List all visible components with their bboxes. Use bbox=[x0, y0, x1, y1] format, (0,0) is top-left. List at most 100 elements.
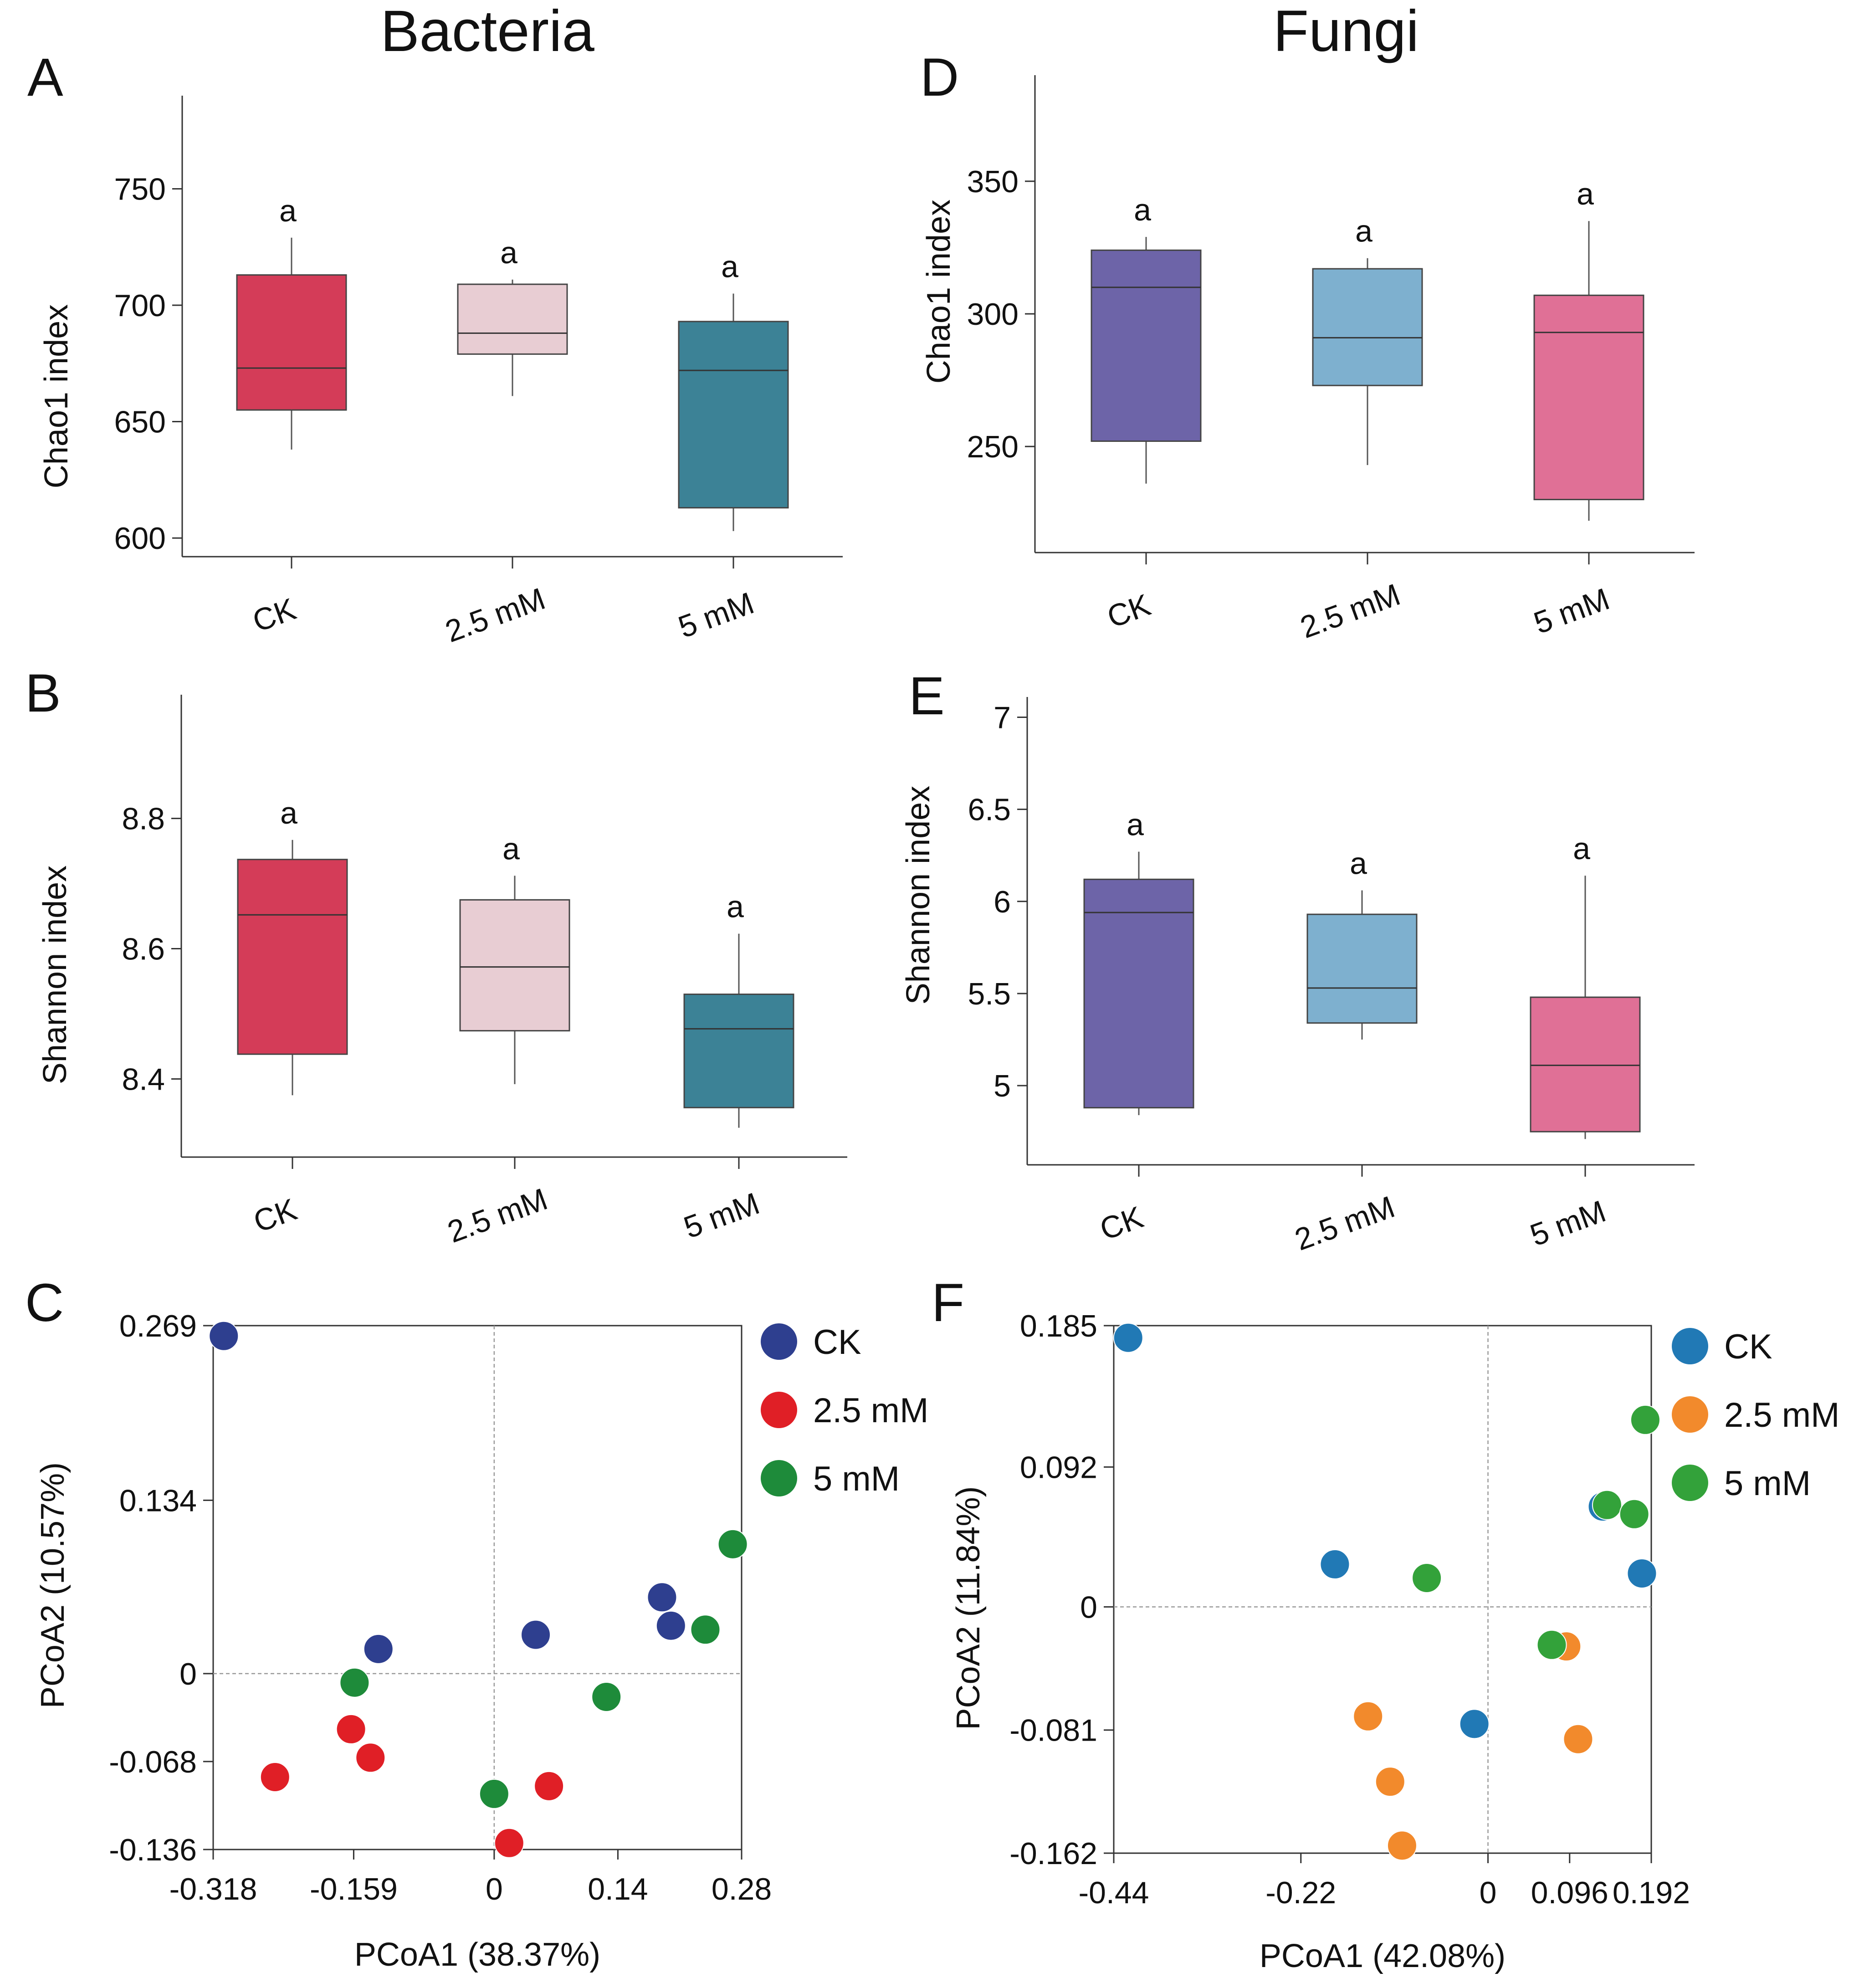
panel-letter: A bbox=[27, 47, 63, 108]
y-tick-label: 0 bbox=[179, 1657, 197, 1691]
legend-label: CK bbox=[1724, 1327, 1772, 1366]
x-tick-label: CK bbox=[249, 1192, 302, 1240]
y-tick-label: 0.092 bbox=[1020, 1450, 1097, 1485]
legend-label: 5 mM bbox=[813, 1460, 900, 1498]
legend-marker bbox=[1672, 1328, 1708, 1364]
fungi-column-title: Fungi bbox=[1273, 0, 1419, 64]
data-point bbox=[1619, 1499, 1649, 1529]
y-tick-label: 700 bbox=[114, 288, 166, 323]
x-tick-label: 5 mM bbox=[1526, 1194, 1610, 1253]
significance-letter: a bbox=[279, 194, 297, 228]
legend: CK 2.5 mM 5 mM bbox=[761, 1323, 928, 1498]
panel-f-pcoa-scatter: F -0.44 -0.22 0 0.096 0.192 -0.162 -0.081 0 0.092… bbox=[932, 1273, 1839, 1974]
x-axis-label: PCoA1 (38.37%) bbox=[354, 1937, 600, 1973]
y-tick-label: -0.136 bbox=[109, 1833, 197, 1867]
data-point bbox=[521, 1619, 551, 1650]
y-axis-label: Chao1 index bbox=[921, 200, 957, 384]
y-tick-label: 6.5 bbox=[968, 793, 1011, 827]
y-tick-label: -0.162 bbox=[1009, 1836, 1097, 1871]
panel-c-pcoa-scatter: C -0.318 -0.159 0 0.14 0.28 -0.136 -0.068 0 0.134… bbox=[25, 1273, 928, 1973]
data-point bbox=[1113, 1322, 1143, 1353]
x-tick-label: 0.28 bbox=[712, 1872, 772, 1906]
x-tick-label: CK bbox=[1103, 588, 1155, 635]
data-point bbox=[260, 1762, 290, 1792]
data-point bbox=[1592, 1490, 1622, 1520]
panel-letter: B bbox=[25, 663, 61, 723]
data-point bbox=[1563, 1724, 1593, 1754]
x-tick-label: 5 mM bbox=[674, 586, 758, 645]
x-tick-label: 2.5 mM bbox=[1291, 1189, 1399, 1257]
data-point bbox=[1412, 1563, 1442, 1593]
data-point bbox=[1353, 1701, 1383, 1732]
data-point bbox=[1375, 1767, 1405, 1797]
y-tick-label: 5.5 bbox=[968, 977, 1011, 1011]
data-point bbox=[690, 1614, 721, 1645]
x-tick-label: 0.14 bbox=[588, 1872, 648, 1906]
x-tick-label: 2.5 mM bbox=[443, 1182, 552, 1250]
x-tick-label: 5 mM bbox=[1529, 582, 1614, 641]
x-tick-label: 2.5 mM bbox=[1296, 577, 1405, 645]
y-tick-label: 0.185 bbox=[1020, 1309, 1097, 1343]
significance-letter: a bbox=[1355, 214, 1372, 249]
y-tick-label: -0.081 bbox=[1009, 1713, 1097, 1748]
y-axis-label: PCoA2 (10.57%) bbox=[35, 1462, 71, 1708]
data-point bbox=[336, 1714, 366, 1744]
box bbox=[683, 994, 794, 1108]
plot-frame bbox=[1113, 1325, 1652, 1854]
data-point bbox=[363, 1634, 394, 1664]
x-tick-label: -0.159 bbox=[310, 1872, 398, 1906]
data-point bbox=[1320, 1549, 1350, 1579]
significance-letter: a bbox=[1127, 808, 1144, 842]
significance-letter: a bbox=[500, 236, 517, 270]
significance-letter: a bbox=[1134, 193, 1151, 227]
legend-marker bbox=[1672, 1465, 1708, 1501]
legend-label: 2.5 mM bbox=[1724, 1396, 1839, 1435]
data-point bbox=[1627, 1558, 1657, 1588]
data-point bbox=[479, 1778, 509, 1809]
significance-letter: a bbox=[1577, 177, 1594, 211]
y-tick-label: 5 bbox=[994, 1069, 1011, 1103]
y-tick-label: 250 bbox=[967, 430, 1019, 464]
x-tick-label: 0 bbox=[1480, 1875, 1497, 1910]
panel-letter: C bbox=[25, 1273, 64, 1333]
box bbox=[678, 321, 789, 509]
data-point bbox=[656, 1610, 686, 1641]
significance-letter: a bbox=[502, 831, 520, 866]
plot-frame bbox=[212, 1325, 743, 1850]
data-point bbox=[1630, 1404, 1660, 1435]
y-tick-label: 650 bbox=[114, 405, 166, 440]
legend-label: CK bbox=[813, 1323, 861, 1362]
box bbox=[1306, 913, 1418, 1024]
box bbox=[1312, 268, 1423, 386]
y-tick-label: 750 bbox=[114, 172, 166, 206]
y-axis-label: Chao1 index bbox=[38, 304, 75, 488]
data-point bbox=[591, 1681, 622, 1712]
legend-marker bbox=[761, 1460, 797, 1496]
significance-letter: a bbox=[280, 796, 297, 830]
y-tick-label: 0.134 bbox=[119, 1483, 197, 1518]
box bbox=[459, 899, 570, 1032]
y-tick-label: 8.4 bbox=[122, 1062, 165, 1096]
data-point bbox=[534, 1771, 564, 1801]
data-point bbox=[647, 1582, 677, 1613]
x-tick-label: 5 mM bbox=[679, 1186, 764, 1245]
x-axis-label: PCoA1 (42.08%) bbox=[1260, 1938, 1506, 1974]
significance-letter: a bbox=[1350, 846, 1367, 881]
y-axis-label: Shannon index bbox=[900, 786, 937, 1004]
box bbox=[457, 283, 568, 355]
box bbox=[1091, 249, 1202, 442]
box bbox=[1083, 878, 1194, 1109]
x-tick-label: -0.318 bbox=[169, 1872, 257, 1906]
panel-letter: D bbox=[920, 47, 959, 108]
y-tick-label: 7 bbox=[994, 700, 1011, 735]
data-point bbox=[494, 1828, 524, 1858]
y-tick-label: -0.068 bbox=[109, 1745, 197, 1779]
legend-marker bbox=[761, 1323, 797, 1360]
data-point bbox=[717, 1529, 748, 1559]
data-point bbox=[1536, 1629, 1567, 1660]
data-point bbox=[1459, 1709, 1490, 1739]
y-tick-label: 600 bbox=[114, 521, 166, 556]
y-axis-label: Shannon index bbox=[37, 866, 73, 1084]
